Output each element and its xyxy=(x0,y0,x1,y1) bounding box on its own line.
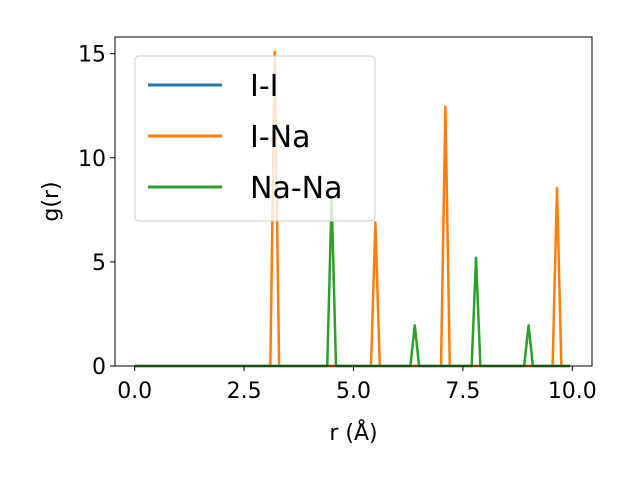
x-axis-ticks: 0.0 2.5 5.0 7.5 10.0 xyxy=(117,366,597,404)
y-tick-label: 10 xyxy=(78,147,106,172)
x-tick-label: 7.5 xyxy=(445,379,480,404)
legend-box xyxy=(134,55,376,222)
y-axis-label: g(r) xyxy=(39,181,64,221)
legend: I-I I-Na Na-Na xyxy=(134,55,376,222)
x-tick-label: 2.5 xyxy=(227,379,262,404)
y-axis-ticks: 0 5 10 15 xyxy=(78,43,115,380)
x-axis-label: r (Å) xyxy=(329,419,377,446)
legend-label-0: I-I xyxy=(250,69,279,104)
legend-label-2: Na-Na xyxy=(250,171,342,206)
x-tick-label: 0.0 xyxy=(117,379,152,404)
y-tick-label: 0 xyxy=(92,355,106,380)
legend-label-1: I-Na xyxy=(250,120,311,155)
series-line-2 xyxy=(134,196,571,368)
y-tick-label: 5 xyxy=(92,251,106,276)
y-tick-label: 15 xyxy=(78,43,106,68)
x-tick-label: 10.0 xyxy=(548,379,597,404)
x-tick-label: 5.0 xyxy=(336,379,371,404)
